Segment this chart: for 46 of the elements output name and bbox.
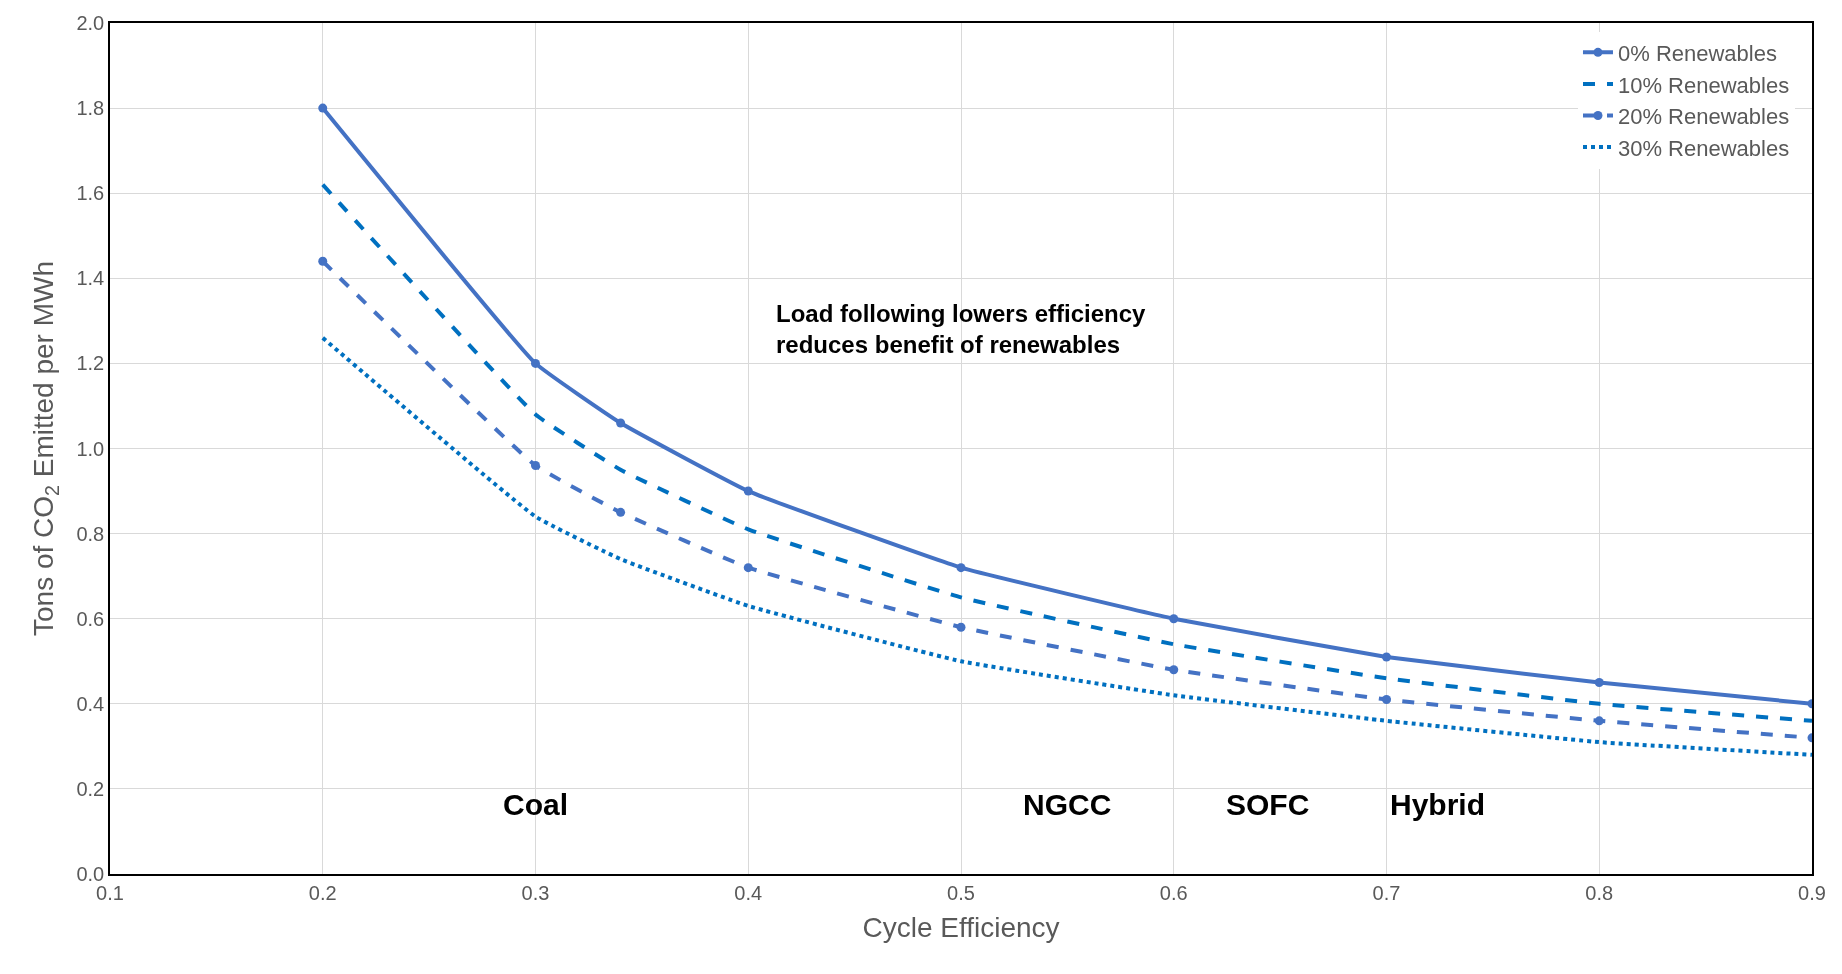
- x-tick-label: 0.4: [734, 881, 763, 904]
- x-tick-label: 0.8: [1585, 881, 1614, 904]
- x-axis-title: Cycle Efficiency: [862, 912, 1060, 944]
- point: [956, 563, 966, 573]
- x-tick-label: 0.6: [1159, 881, 1188, 904]
- point: [1382, 695, 1391, 705]
- x-tick-label: 0.9: [1798, 881, 1826, 904]
- point: [1594, 716, 1604, 726]
- line-series: [320, 335, 1812, 757]
- x-tick-label: 0.3: [521, 881, 550, 904]
- y-tick-label: 1.2: [76, 352, 105, 375]
- y-tick-label: 0.2: [76, 777, 105, 800]
- y-tick-label: 1.8: [76, 97, 105, 120]
- point: [1169, 665, 1179, 675]
- y-tick-label: 1.0: [76, 437, 105, 460]
- point: [616, 418, 626, 428]
- legend-label: 10% Renewables: [1617, 72, 1790, 98]
- annotation: Hybrid: [1390, 788, 1486, 821]
- legend-label: 30% Renewables: [1617, 135, 1790, 161]
- y-tick-label: 0.8: [76, 522, 105, 545]
- point: [743, 563, 753, 573]
- annotation: Coal: [503, 788, 569, 821]
- point: [616, 507, 626, 517]
- point: [318, 103, 328, 113]
- annotation: NGCC: [1023, 788, 1112, 821]
- annotation: SOFC: [1226, 788, 1310, 821]
- point: [743, 486, 753, 496]
- y-tick-label: 0.6: [76, 607, 105, 630]
- point: [531, 358, 540, 368]
- point: [956, 622, 966, 632]
- point: [531, 461, 540, 471]
- point: [1169, 614, 1179, 624]
- y-tick-label: 1.6: [76, 182, 105, 205]
- point: [318, 256, 328, 266]
- line-series: [320, 182, 1812, 723]
- legend-label: 20% Renewables: [1617, 104, 1790, 130]
- x-tick-label: 0.2: [308, 881, 337, 904]
- legend-label: 0% Renewables: [1617, 40, 1777, 66]
- x-tick-label: 0.7: [1372, 881, 1401, 904]
- point: [1594, 678, 1604, 688]
- y-tick-label: 1.4: [76, 267, 105, 290]
- y-tick-label: 2.0: [76, 12, 105, 34]
- y-tick-label: 0.4: [76, 692, 105, 715]
- annotation: Load following lowers efficiency reduces benefit of renewables: [776, 300, 1147, 359]
- x-tick-label: 0.5: [947, 881, 975, 904]
- point: [1382, 652, 1391, 662]
